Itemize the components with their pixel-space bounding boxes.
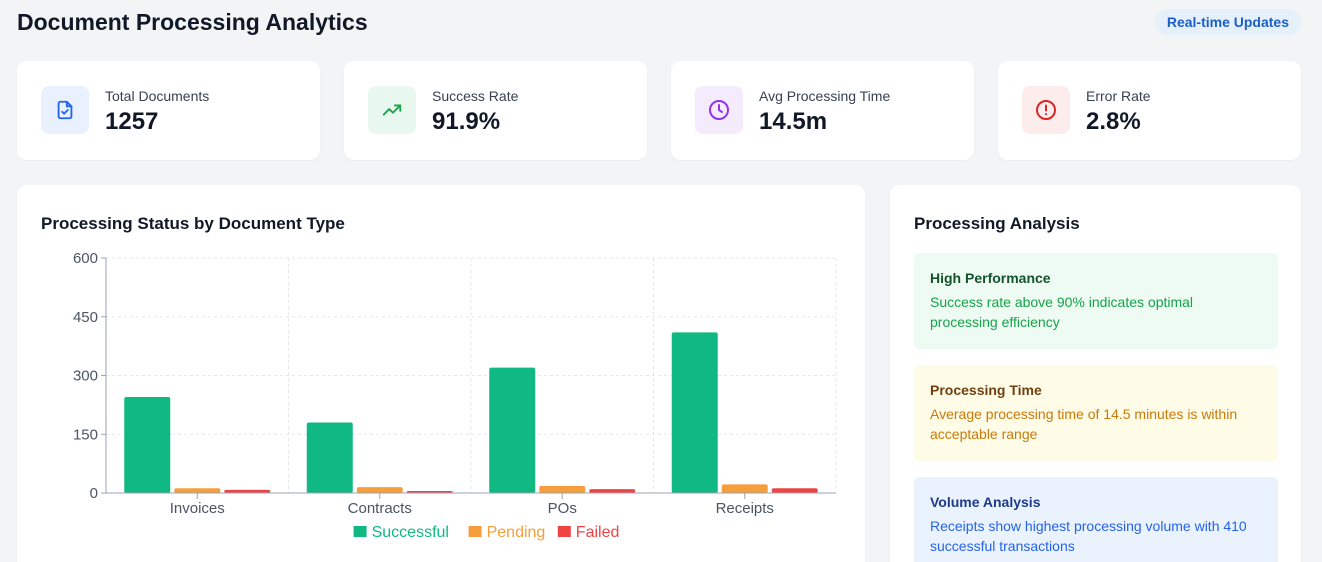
realtime-updates-badge[interactable]: Real-time Updates	[1154, 9, 1301, 35]
bar-pending-invoices	[174, 488, 221, 493]
insight-high-performance: High Performance Success rate above 90% …	[914, 253, 1278, 349]
stat-value: 2.8%	[1086, 108, 1141, 135]
bar-pending-contracts	[356, 487, 403, 493]
stat-value: 1257	[105, 108, 159, 135]
insight-text: Receipts show highest processing volume …	[930, 518, 1247, 554]
y-tick-label: 0	[90, 485, 98, 502]
insight-text: Average processing time of 14.5 minutes …	[930, 406, 1238, 442]
y-axis-ticks: 0 150 300 450 600	[73, 250, 106, 502]
bar-failed-invoices	[224, 489, 271, 493]
stat-card-error-rate: Error Rate 2.8%	[998, 61, 1301, 160]
stat-card-success-rate: Success Rate 91.9%	[344, 61, 647, 160]
chart-grid	[106, 257, 837, 493]
stat-value: 91.9%	[432, 108, 501, 135]
y-tick-label: 450	[73, 309, 98, 326]
bar-pending-receipts	[721, 484, 768, 493]
legend-label-pending: Pending	[487, 524, 546, 541]
alert-circle-icon	[1022, 86, 1070, 134]
stat-label: Success Rate	[432, 88, 519, 104]
x-axis-ticks: Invoices Contracts POs Receipts	[170, 493, 774, 517]
legend-swatch-pending	[468, 526, 482, 537]
legend-label-failed: Failed	[576, 524, 620, 541]
y-tick-label: 300	[73, 368, 98, 385]
bar-pending-pos	[539, 485, 586, 493]
bar-successful-invoices	[124, 397, 171, 493]
bar-failed-pos	[589, 489, 636, 493]
chart-axes	[105, 258, 836, 494]
legend-swatch-successful	[353, 526, 367, 537]
stat-label: Avg Processing Time	[759, 88, 891, 104]
chart-title: Processing Status by Document Type	[41, 214, 345, 233]
bar-successful-pos	[489, 367, 536, 493]
insight-title: High Performance	[930, 270, 1051, 286]
x-tick-label: Receipts	[716, 500, 774, 517]
chart-panel: Processing Status by Document Type 0 150 3…	[17, 185, 865, 562]
bar-successful-receipts	[671, 332, 718, 493]
page-title: Document Processing Analytics	[17, 9, 368, 35]
analysis-title: Processing Analysis	[914, 214, 1080, 233]
bar-chart: 0 150 300 450 600 Invoices Contracts POs Receip…	[73, 250, 837, 541]
y-tick-label: 150	[73, 426, 98, 443]
legend-swatch-failed	[557, 526, 571, 537]
insight-volume-analysis: Volume Analysis Receipts show highest pr…	[914, 477, 1278, 562]
insight-text: Success rate above 90% indicates optimal…	[930, 294, 1194, 330]
x-tick-label: POs	[548, 500, 577, 517]
stat-card-total-documents: Total Documents 1257	[17, 61, 320, 160]
bar-failed-receipts	[771, 488, 818, 493]
legend-label-successful: Successful	[372, 524, 449, 541]
document-check-icon	[41, 86, 89, 134]
chart-legend: Successful Pending Failed	[353, 524, 620, 541]
clock-icon	[695, 86, 743, 134]
trending-up-icon	[368, 86, 416, 134]
insight-title: Volume Analysis	[930, 494, 1041, 510]
stat-value: 14.5m	[759, 108, 828, 135]
insight-title: Processing Time	[930, 382, 1042, 398]
stat-card-avg-processing-time: Avg Processing Time 14.5m	[671, 61, 974, 160]
bar-successful-contracts	[306, 422, 353, 493]
insight-processing-time: Processing Time Average processing time …	[914, 365, 1278, 461]
chart-bars	[124, 332, 818, 493]
y-tick-label: 600	[73, 250, 98, 267]
header: Document Processing Analytics Real-time …	[17, 8, 1301, 38]
x-tick-label: Invoices	[170, 500, 225, 517]
analysis-panel: Processing Analysis High Performance Suc…	[890, 185, 1301, 562]
x-tick-label: Contracts	[348, 500, 412, 517]
stat-label: Error Rate	[1086, 88, 1151, 104]
stat-label: Total Documents	[105, 88, 210, 104]
